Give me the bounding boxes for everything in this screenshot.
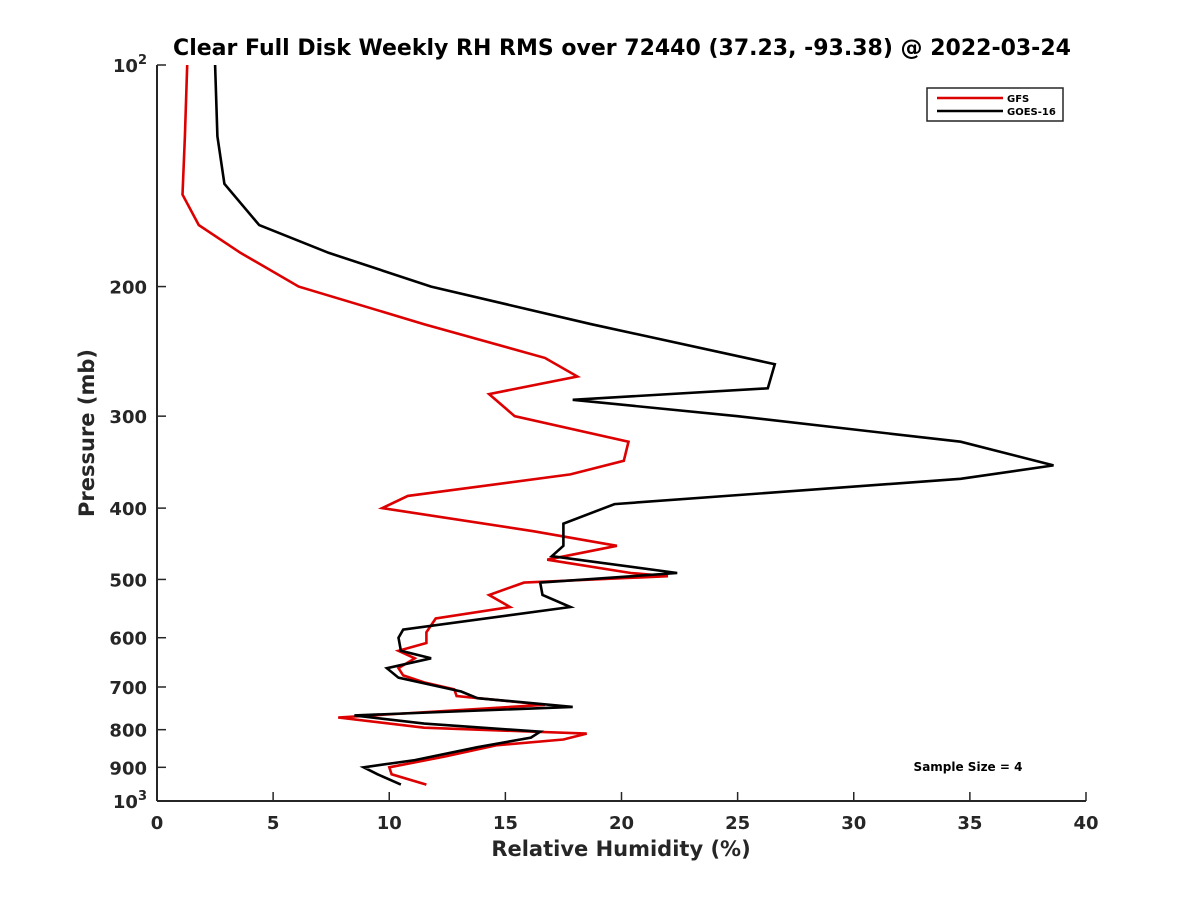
- y-tick-label: 700: [109, 678, 147, 699]
- y-tick-label: 900: [109, 758, 147, 779]
- y-tick-label-base: 600: [109, 629, 147, 650]
- y-tick-label-base: 500: [109, 570, 147, 591]
- x-ticks: 0 5 10 15 20 25 30 35 40: [151, 792, 1099, 834]
- y-tick-label: 102: [113, 53, 147, 77]
- y-tick-label-base: 400: [109, 499, 147, 520]
- y-tick-label: 800: [109, 721, 147, 742]
- y-tick-label: 300: [109, 407, 147, 428]
- y-tick-label-base: 700: [109, 678, 147, 699]
- series-group: [181, 64, 1054, 786]
- y-tick-label-base: 300: [109, 407, 147, 428]
- y-tick-label: 400: [109, 499, 147, 520]
- y-axis-label: Pressure (mb): [75, 349, 99, 517]
- series-line-goes16: [213, 64, 1054, 786]
- legend-box: [926, 87, 1064, 122]
- y-tick-label-base: 10: [113, 792, 138, 813]
- y-tick-label-base: 10: [113, 56, 138, 77]
- series-line-gfs: [181, 64, 669, 786]
- x-tick-label: 10: [377, 813, 402, 834]
- legend-label-goes16: GOES-16: [1007, 107, 1056, 118]
- y-tick-label: 103: [113, 789, 147, 813]
- y-tick-label: 200: [109, 278, 147, 299]
- x-tick-label: 20: [609, 813, 634, 834]
- x-tick-label: 25: [725, 813, 750, 834]
- chart-title: Clear Full Disk Weekly RH RMS over 72440…: [173, 36, 1071, 61]
- x-axis-label: Relative Humidity (%): [491, 837, 750, 861]
- x-tick-label: 5: [267, 813, 280, 834]
- y-tick-label-exponent: 3: [138, 789, 147, 804]
- sample-size-annotation: Sample Size = 4: [914, 760, 1023, 774]
- x-tick-label: 15: [493, 813, 518, 834]
- legend: GFS GOES-16: [926, 87, 1064, 122]
- y-tick-label: 500: [109, 570, 147, 591]
- x-tick-label: 30: [841, 813, 866, 834]
- y-tick-label-base: 800: [109, 721, 147, 742]
- y-tick-label-exponent: 2: [138, 53, 147, 68]
- x-tick-label: 0: [151, 813, 164, 834]
- y-tick-label-base: 900: [109, 758, 147, 779]
- legend-label-gfs: GFS: [1007, 94, 1029, 105]
- y-tick-label-base: 200: [109, 278, 147, 299]
- x-tick-label: 40: [1073, 813, 1098, 834]
- x-tick-label: 35: [957, 813, 982, 834]
- y-tick-label: 600: [109, 629, 147, 650]
